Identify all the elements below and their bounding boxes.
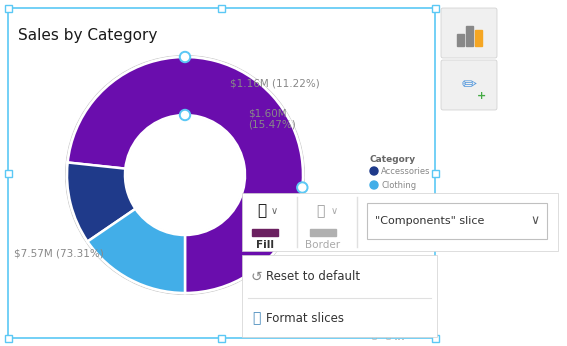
FancyBboxPatch shape bbox=[242, 255, 437, 337]
Text: ⬜: ⬜ bbox=[316, 204, 324, 218]
Text: $7.57M (73.31%): $7.57M (73.31%) bbox=[14, 248, 104, 258]
Text: ✏: ✏ bbox=[462, 76, 476, 94]
FancyBboxPatch shape bbox=[242, 193, 558, 251]
Bar bbox=[475, 30, 482, 46]
Circle shape bbox=[126, 116, 244, 234]
Circle shape bbox=[297, 182, 308, 193]
Text: $1.60M
(15.47%): $1.60M (15.47%) bbox=[248, 108, 296, 130]
Text: ...: ... bbox=[394, 329, 406, 343]
Text: $1.16M (11.22%): $1.16M (11.22%) bbox=[230, 78, 320, 88]
Wedge shape bbox=[87, 209, 185, 293]
Circle shape bbox=[370, 181, 378, 189]
Bar bbox=[431, 4, 438, 11]
Text: Fill: Fill bbox=[256, 240, 274, 250]
Bar bbox=[431, 335, 438, 342]
Text: ⬛: ⬛ bbox=[371, 331, 376, 340]
Text: Category: Category bbox=[370, 155, 416, 164]
Circle shape bbox=[181, 54, 188, 61]
Text: 🖌: 🖌 bbox=[257, 203, 266, 219]
Text: ↺: ↺ bbox=[250, 270, 262, 284]
Bar bbox=[5, 4, 11, 11]
Bar bbox=[5, 335, 11, 342]
Text: Border: Border bbox=[306, 240, 341, 250]
Circle shape bbox=[299, 184, 306, 191]
Text: ⬛: ⬛ bbox=[386, 331, 391, 340]
Wedge shape bbox=[67, 163, 136, 242]
FancyBboxPatch shape bbox=[441, 60, 497, 110]
Text: 🖌: 🖌 bbox=[252, 311, 260, 325]
Bar bbox=[310, 229, 336, 236]
Circle shape bbox=[124, 114, 246, 236]
Circle shape bbox=[180, 52, 191, 63]
Bar bbox=[5, 170, 11, 176]
Wedge shape bbox=[87, 209, 185, 293]
Bar bbox=[218, 335, 225, 342]
Bar bbox=[218, 4, 225, 11]
Wedge shape bbox=[67, 163, 136, 242]
Text: ∨: ∨ bbox=[270, 206, 278, 216]
Wedge shape bbox=[67, 57, 303, 293]
Text: +: + bbox=[476, 91, 485, 101]
Bar bbox=[8, 8, 435, 338]
Bar bbox=[252, 229, 278, 236]
Text: "Components" slice: "Components" slice bbox=[375, 216, 484, 226]
Circle shape bbox=[370, 167, 378, 175]
Text: Reset to default: Reset to default bbox=[266, 271, 360, 283]
Bar bbox=[457, 34, 464, 46]
Bar bbox=[466, 26, 473, 46]
Wedge shape bbox=[65, 55, 305, 295]
Text: ∨: ∨ bbox=[531, 215, 540, 228]
Bar bbox=[431, 170, 438, 176]
FancyBboxPatch shape bbox=[441, 8, 497, 58]
Text: Accessories: Accessories bbox=[381, 166, 430, 175]
Text: Clothing: Clothing bbox=[381, 181, 416, 190]
Wedge shape bbox=[67, 57, 303, 293]
Text: Format slices: Format slices bbox=[266, 311, 344, 325]
Circle shape bbox=[180, 109, 191, 120]
Text: Sales by Category: Sales by Category bbox=[18, 28, 158, 43]
Text: ∨: ∨ bbox=[331, 206, 337, 216]
FancyBboxPatch shape bbox=[367, 203, 547, 239]
Circle shape bbox=[181, 111, 188, 118]
